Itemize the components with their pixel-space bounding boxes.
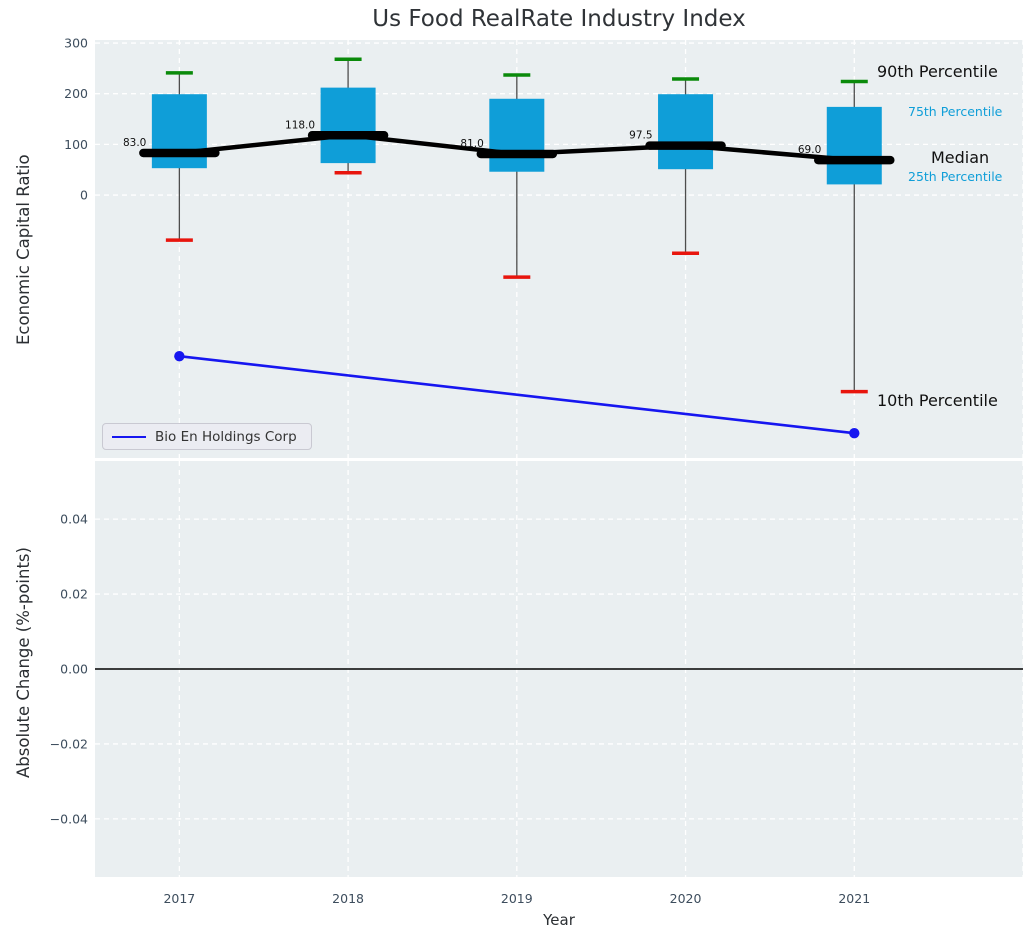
x-tick-2020: 2020 [670, 891, 702, 906]
top-y-tick-200: 200 [64, 86, 88, 101]
box-2020 [658, 94, 714, 170]
bottom-y-axis-label: Absolute Change (%-points) [14, 547, 33, 778]
bottom-y-tick-−0.02: −0.02 [50, 736, 88, 751]
company-line [179, 354, 855, 435]
x-tick-2019: 2019 [501, 891, 533, 906]
top-y-axis-label: Economic Capital Ratio [14, 154, 33, 345]
annotation-25th-percentile: 25th Percentile [908, 169, 1003, 184]
x-axis-label: Year [543, 911, 575, 929]
annotation-75th-percentile: 75th Percentile [908, 104, 1003, 119]
top-y-tick-300: 300 [64, 36, 88, 51]
box-2019 [489, 98, 545, 172]
median-value-label-2017: 83.0 [123, 137, 146, 149]
company-point [174, 350, 185, 362]
legend-label: Bio En Holdings Corp [155, 428, 297, 445]
company-point [849, 427, 860, 439]
bottom-y-tick-0.00: 0.00 [60, 662, 88, 677]
top-y-tick-100: 100 [64, 137, 88, 152]
chart-title: Us Food RealRate Industry Index [372, 6, 746, 32]
annotation-90th-percentile: 90th Percentile [877, 62, 998, 81]
x-tick-2017: 2017 [163, 891, 195, 906]
annotation-median: Median [931, 148, 990, 167]
annotation-10th-percentile: 10th Percentile [877, 391, 998, 410]
x-tick-2018: 2018 [332, 891, 364, 906]
box-2021 [826, 106, 882, 185]
bottom-y-tick-0.04: 0.04 [60, 512, 88, 527]
box-2018 [320, 87, 376, 164]
median-value-label-2021: 69.0 [798, 144, 821, 156]
bottom-y-tick-−0.04: −0.04 [50, 811, 88, 826]
top-y-tick-0: 0 [80, 188, 88, 203]
median-value-label-2020: 97.5 [629, 130, 652, 142]
legend-line-sample-icon [112, 435, 146, 438]
median-value-label-2018: 118.0 [285, 119, 315, 131]
bottom-y-tick-0.02: 0.02 [60, 587, 88, 602]
median-value-label-2019: 81.0 [460, 138, 483, 150]
legend: Bio En Holdings Corp [102, 423, 312, 450]
x-tick-2021: 2021 [838, 891, 870, 906]
